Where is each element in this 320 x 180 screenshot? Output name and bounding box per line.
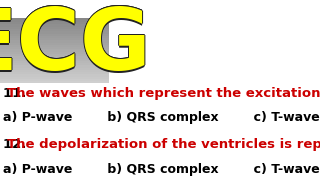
FancyBboxPatch shape <box>0 22 109 24</box>
Bar <box>0 65 109 67</box>
Bar <box>0 81 109 82</box>
Bar <box>0 79 109 81</box>
FancyBboxPatch shape <box>0 24 109 27</box>
FancyBboxPatch shape <box>0 56 109 58</box>
Bar <box>0 28 109 30</box>
Text: ECG: ECG <box>0 4 150 87</box>
FancyBboxPatch shape <box>0 74 109 77</box>
FancyBboxPatch shape <box>0 81 109 84</box>
FancyBboxPatch shape <box>0 42 109 45</box>
Text: The waves which represent the excitation of the atria are,: The waves which represent the excitation… <box>7 87 320 100</box>
FancyBboxPatch shape <box>0 49 109 52</box>
Bar <box>0 40 109 42</box>
Bar <box>0 50 109 52</box>
Text: ECG: ECG <box>0 6 151 89</box>
FancyBboxPatch shape <box>0 20 109 22</box>
Bar <box>0 82 109 84</box>
Text: ECG: ECG <box>0 7 151 90</box>
Bar <box>0 26 109 28</box>
FancyBboxPatch shape <box>0 79 109 81</box>
Bar <box>0 77 109 79</box>
Bar <box>0 35 109 36</box>
FancyBboxPatch shape <box>0 58 109 61</box>
Bar <box>0 48 109 50</box>
Text: a) P-wave        b) QRS complex        c) T-wave        d) ST-segment: a) P-wave b) QRS complex c) T-wave d) ST… <box>3 163 320 176</box>
Bar <box>0 38 109 40</box>
Bar <box>0 46 109 48</box>
FancyBboxPatch shape <box>0 26 109 29</box>
FancyBboxPatch shape <box>0 65 109 68</box>
FancyBboxPatch shape <box>0 67 109 70</box>
FancyBboxPatch shape <box>0 45 109 47</box>
Bar <box>0 45 109 47</box>
Bar <box>0 43 109 45</box>
Text: ECG: ECG <box>0 6 150 89</box>
FancyBboxPatch shape <box>0 83 109 180</box>
Text: ECG: ECG <box>0 5 151 88</box>
Text: ECG: ECG <box>0 4 151 87</box>
Bar <box>0 69 109 71</box>
FancyBboxPatch shape <box>0 54 109 56</box>
Bar <box>0 24 109 26</box>
Bar <box>0 58 109 60</box>
Bar <box>0 30 109 31</box>
Bar <box>0 60 109 62</box>
Text: The depolarization of the ventricles is represented: The depolarization of the ventricles is … <box>7 138 320 151</box>
Bar <box>0 21 109 23</box>
FancyBboxPatch shape <box>0 76 109 79</box>
Bar <box>0 70 109 72</box>
Bar <box>0 84 109 86</box>
Text: 12.: 12. <box>3 138 31 151</box>
FancyBboxPatch shape <box>0 17 109 20</box>
FancyBboxPatch shape <box>0 35 109 38</box>
Bar <box>0 33 109 35</box>
FancyBboxPatch shape <box>0 70 109 72</box>
Bar <box>0 64 109 65</box>
FancyBboxPatch shape <box>0 40 109 43</box>
Bar <box>0 53 109 55</box>
Bar <box>0 62 109 64</box>
Text: ECG: ECG <box>0 5 150 88</box>
Bar <box>0 72 109 74</box>
FancyBboxPatch shape <box>0 47 109 50</box>
Text: a) P-wave        b) QRS complex        c) T-wave        d) ST-segment: a) P-wave b) QRS complex c) T-wave d) ST… <box>3 111 320 124</box>
Bar <box>0 36 109 38</box>
Bar <box>0 67 109 69</box>
Text: ECG: ECG <box>0 4 151 87</box>
Bar <box>0 57 109 59</box>
Bar <box>0 55 109 57</box>
FancyBboxPatch shape <box>0 72 109 75</box>
FancyBboxPatch shape <box>0 29 109 31</box>
FancyBboxPatch shape <box>0 63 109 65</box>
Bar <box>0 75 109 77</box>
Text: ECG: ECG <box>0 5 151 88</box>
Bar <box>0 31 109 33</box>
FancyBboxPatch shape <box>0 60 109 63</box>
Text: 11.: 11. <box>3 87 31 100</box>
Bar <box>0 74 109 76</box>
FancyBboxPatch shape <box>0 31 109 34</box>
FancyBboxPatch shape <box>0 33 109 36</box>
Bar <box>0 52 109 53</box>
Bar <box>0 17 109 19</box>
Bar <box>0 41 109 43</box>
FancyBboxPatch shape <box>0 18 109 86</box>
FancyBboxPatch shape <box>0 51 109 54</box>
Bar <box>0 23 109 24</box>
FancyBboxPatch shape <box>0 83 109 86</box>
Bar <box>0 19 109 21</box>
FancyBboxPatch shape <box>0 38 109 40</box>
